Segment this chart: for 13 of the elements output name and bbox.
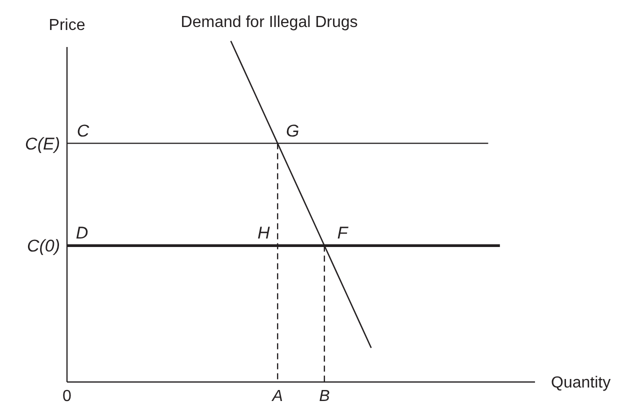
text: Demand for Illegal Drugs: [180, 14, 358, 31]
annotation: D: [76, 224, 88, 243]
x-axis-title: Quantity: [551, 374, 611, 392]
annotation: G: [286, 121, 300, 140]
annotation: C: [76, 121, 90, 140]
x-tick-label: 0: [62, 388, 72, 405]
x-tick-label: B: [319, 388, 330, 405]
annotation: F: [337, 224, 350, 243]
y-axis-title: Price: [48, 17, 86, 34]
annotation: H: [257, 224, 270, 243]
annotation: C(E): [25, 134, 60, 154]
annotation: C(0): [26, 236, 60, 256]
x-tick-label: A: [271, 388, 283, 405]
